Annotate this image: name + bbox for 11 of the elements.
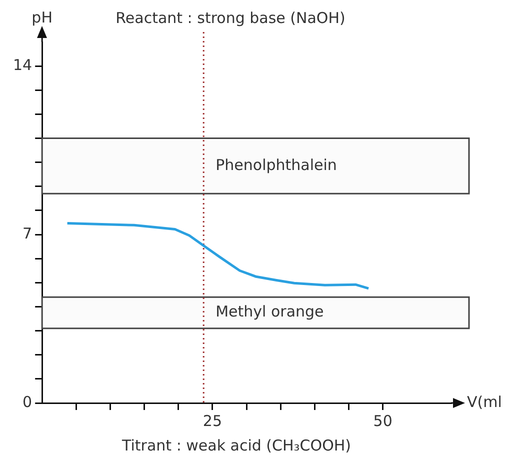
- y-tick-label: 14: [12, 56, 32, 74]
- x-tick-label: 50: [373, 412, 392, 430]
- band-label: Phenolphthalein: [216, 156, 337, 174]
- band-label: Methyl orange: [216, 302, 324, 321]
- x-tick-label: 25: [202, 412, 222, 430]
- y-tick-label: 0: [22, 392, 32, 411]
- chart-title: Reactant : strong base (NaOH): [116, 8, 346, 27]
- text: Titrant : weak acid (CH₃COOH): [121, 436, 352, 454]
- y-tick-label: 7: [22, 224, 32, 242]
- y-axis-title: pH: [32, 8, 52, 26]
- x-axis-title: V(ml: [467, 392, 502, 411]
